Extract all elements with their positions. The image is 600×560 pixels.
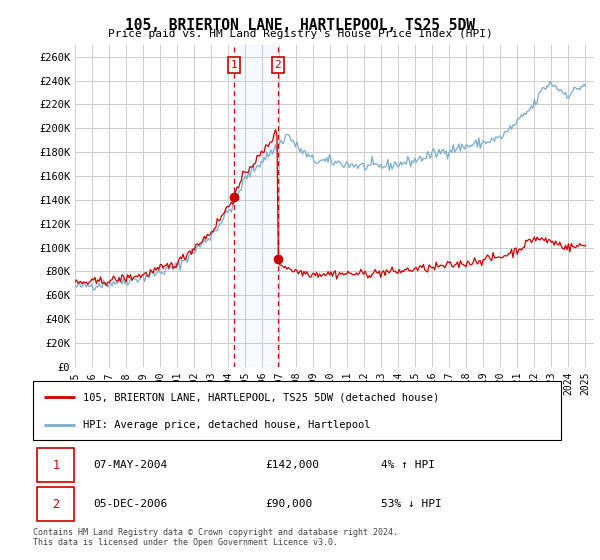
Text: Price paid vs. HM Land Registry's House Price Index (HPI): Price paid vs. HM Land Registry's House … <box>107 29 493 39</box>
FancyBboxPatch shape <box>37 487 74 521</box>
Text: 53% ↓ HPI: 53% ↓ HPI <box>382 500 442 509</box>
Text: 05-DEC-2006: 05-DEC-2006 <box>94 500 168 509</box>
Text: HPI: Average price, detached house, Hartlepool: HPI: Average price, detached house, Hart… <box>83 420 371 430</box>
Bar <box>234 45 278 367</box>
FancyBboxPatch shape <box>37 448 74 482</box>
Text: 1: 1 <box>52 459 59 472</box>
Text: 105, BRIERTON LANE, HARTLEPOOL, TS25 5DW: 105, BRIERTON LANE, HARTLEPOOL, TS25 5DW <box>125 18 475 33</box>
FancyBboxPatch shape <box>33 381 561 440</box>
Text: 2: 2 <box>274 60 281 70</box>
Text: £90,000: £90,000 <box>265 500 313 509</box>
Text: 07-MAY-2004: 07-MAY-2004 <box>94 460 168 470</box>
Text: 4% ↑ HPI: 4% ↑ HPI <box>382 460 436 470</box>
Text: 2: 2 <box>52 498 59 511</box>
Text: 1: 1 <box>231 60 238 70</box>
Text: 105, BRIERTON LANE, HARTLEPOOL, TS25 5DW (detached house): 105, BRIERTON LANE, HARTLEPOOL, TS25 5DW… <box>83 392 439 402</box>
Text: Contains HM Land Registry data © Crown copyright and database right 2024.
This d: Contains HM Land Registry data © Crown c… <box>33 528 398 547</box>
Text: £142,000: £142,000 <box>265 460 319 470</box>
